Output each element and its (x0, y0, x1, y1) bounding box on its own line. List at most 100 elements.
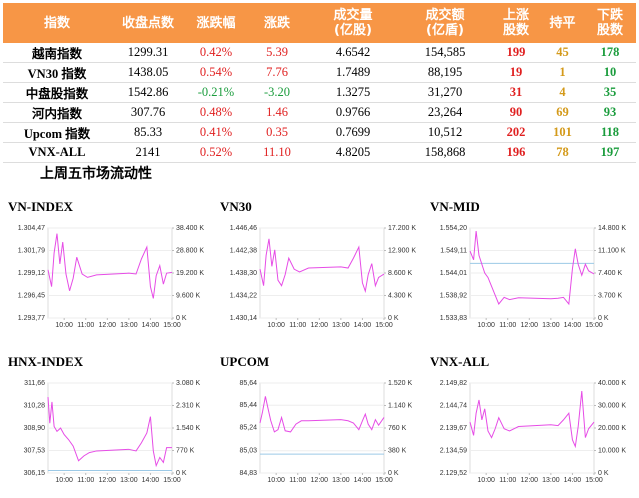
y2-tick-label: 0 K (598, 470, 609, 477)
header-text: (亿股) (334, 23, 372, 38)
y-tick-label: 85,64 (239, 380, 257, 387)
x-tick-label: 14:00 (564, 322, 582, 328)
price-line (47, 397, 172, 468)
mini-chart: UPCOM 84,83 85,03 85,24 85,44 85,64 0 K 380 K 76… (220, 354, 412, 483)
y2-tick-label: 0 K (388, 315, 399, 322)
cell: 78 (541, 142, 584, 163)
y-tick-label: 85,03 (239, 448, 257, 455)
y2-tick-label: 19.200 K (176, 270, 204, 277)
x-tick-label: 12:00 (311, 477, 329, 483)
cell: 1299.31 (111, 43, 185, 63)
cell: 19 (491, 62, 541, 83)
x-tick-label: 11:00 (77, 322, 94, 328)
cell: 4.6542 (307, 43, 399, 63)
x-tick-label: 10:00 (267, 322, 285, 328)
header-cell: 成交量 (亿股) (307, 3, 399, 43)
header-cell: 上涨 股数 (491, 3, 541, 43)
cell: VNX-ALL (3, 142, 111, 163)
y2-tick-label: 7.400 K (598, 270, 622, 277)
x-tick-label: 12:00 (99, 477, 117, 483)
y-tick-label: 306,15 (24, 470, 46, 477)
price-line (259, 238, 385, 294)
x-tick-label: 10:00 (477, 477, 495, 483)
cell: 199 (491, 43, 541, 63)
y2-tick-label: 3.080 K (176, 380, 200, 387)
cell: 31 (491, 82, 541, 103)
cell: 1438.05 (111, 62, 185, 83)
x-tick-label: 15:00 (585, 477, 603, 483)
y2-tick-label: 770 K (176, 447, 195, 454)
table-row: VNX-ALL 2141 0.52% 11.10 4.8205 158,868 196 78 1… (3, 142, 636, 163)
header-text: 涨跌幅 (196, 15, 236, 31)
y2-tick-label: 14.800 K (598, 225, 626, 232)
y-tick-label: 310,28 (24, 402, 46, 409)
cell: 101 (541, 122, 584, 143)
mini-chart: VNX-ALL 2.129,52 2.134,59 2.139,67 2.144,74 2… (430, 354, 626, 483)
cell: 4 (541, 82, 584, 103)
x-tick-label: 15:00 (375, 477, 393, 483)
header-text: 股数 (596, 23, 623, 38)
cell: -0.21% (185, 82, 247, 103)
cell: 35 (584, 82, 636, 103)
x-tick-label: 15:00 (585, 322, 603, 328)
cell: 4.8205 (307, 142, 399, 163)
x-tick-label: 14:00 (564, 477, 582, 483)
cell: 0.7699 (307, 122, 399, 143)
y2-tick-label: 40.000 K (598, 380, 626, 387)
x-tick-label: 10:00 (267, 477, 285, 483)
cell: 0.42% (185, 43, 247, 63)
cell: 0.9766 (307, 102, 399, 123)
chart-title: VN-INDEX (8, 199, 74, 214)
cell: 90 (491, 102, 541, 123)
mini-chart: HNX-INDEX 306,15 307,53 308,90 310,28 311,66 0… (8, 354, 200, 483)
header-text: 成交量 (333, 8, 373, 23)
header-text: 成交额 (425, 8, 465, 23)
x-tick-label: 11:00 (289, 322, 306, 328)
section-heading: 上周五市场流动性 (40, 166, 152, 182)
y-tick-label: 1.304,47 (18, 225, 45, 232)
x-tick-label: 13:00 (120, 477, 138, 483)
cell: 85.33 (111, 122, 185, 143)
x-tick-label: 14:00 (354, 477, 372, 483)
price-line (469, 391, 595, 449)
mini-chart: VN-MID 1.533,83 1.538,92 1.544,01 1.549,11 1.… (430, 199, 626, 328)
price-line (47, 233, 173, 299)
y2-tick-label: 11.100 K (598, 247, 626, 254)
cell: 0.35 (247, 122, 307, 143)
header-cell: 涨跌 (247, 3, 307, 43)
header-cell: 持平 (541, 3, 584, 43)
y2-tick-label: 1.140 K (388, 402, 412, 409)
cell: 88,195 (399, 62, 491, 83)
y-tick-label: 2.129,52 (440, 470, 467, 477)
y2-tick-label: 2.310 K (176, 402, 200, 409)
header-text: 股数 (502, 23, 529, 38)
cell: 93 (584, 102, 636, 123)
x-tick-label: 15:00 (163, 477, 181, 483)
y2-tick-label: 0 K (176, 315, 187, 322)
x-tick-label: 10:00 (55, 322, 73, 328)
y-tick-label: 2.134,59 (440, 447, 467, 454)
x-tick-label: 12:00 (99, 322, 117, 328)
cell: 45 (541, 43, 584, 63)
y2-tick-label: 20.000 K (598, 425, 626, 432)
cell: 7.76 (247, 62, 307, 83)
cell: VN30 指数 (3, 62, 111, 83)
cell: 154,585 (399, 43, 491, 63)
cell: 2141 (111, 142, 185, 163)
x-tick-label: 15:00 (375, 322, 393, 328)
cell: 0.48% (185, 102, 247, 123)
cell: 越南指数 (3, 43, 111, 63)
y2-tick-label: 0 K (176, 470, 187, 477)
mini-chart: VN-INDEX 1.293,77 1.296,45 1.299,12 1.301,79… (8, 199, 204, 328)
y-tick-label: 2.139,67 (440, 425, 467, 432)
y2-tick-label: 17.200 K (388, 225, 416, 232)
index-table: 指数 收盘点数 涨跌幅 涨跌 成交量 (亿股) 成交额 (亿盾) 上涨 股数 持平 下跌 股数 越南指数 1… (3, 3, 636, 163)
y-tick-label: 84,83 (239, 470, 257, 477)
header-text: 下跌 (596, 8, 623, 23)
y2-tick-label: 10.000 K (598, 447, 626, 454)
cell: Upcom 指数 (3, 122, 111, 143)
cell: 0.41% (185, 122, 247, 143)
chart-title: HNX-INDEX (8, 354, 84, 369)
header-text: (亿盾) (426, 23, 464, 38)
